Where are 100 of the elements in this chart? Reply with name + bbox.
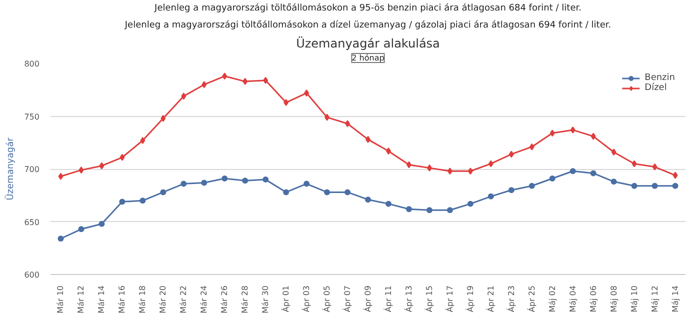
point: [58, 172, 64, 180]
point: [242, 78, 248, 85]
x-tick-label: Ápr 05: [322, 286, 332, 312]
text: 2 hónap: [352, 54, 384, 62]
point: [119, 198, 126, 205]
point: [365, 196, 371, 203]
point: [284, 99, 289, 106]
x-tick-label: Már 18: [138, 285, 148, 314]
x-tick-label: Már 20: [158, 285, 168, 314]
y-axis-title: Üzemanyagár: [4, 137, 16, 200]
point: [447, 168, 452, 175]
point: [467, 200, 474, 207]
x-tick-label: Ápr 13: [403, 286, 414, 312]
point: [58, 236, 64, 242]
point: [488, 193, 494, 200]
x-tick-label: Ápr 11: [382, 286, 393, 312]
point: [344, 189, 351, 196]
point: [570, 168, 576, 174]
x-tick-label: Már 26: [220, 285, 230, 314]
x-tick-label: Ápr 25: [526, 286, 536, 312]
point: [180, 180, 187, 187]
point: [610, 178, 617, 185]
chart-title: Üzemanyagár alakulása: [296, 36, 440, 50]
x-tick-label: Máj 12: [650, 286, 660, 312]
x-tick-label: Ápr 09: [362, 286, 372, 312]
point: [242, 178, 248, 184]
point: [222, 176, 228, 182]
x-tick-label: Ápr 21: [485, 286, 496, 312]
point: [262, 176, 269, 183]
x-tick-label: Ápr 07: [342, 286, 352, 312]
x-tick-label: Máj 10: [630, 286, 639, 312]
point: [426, 164, 432, 172]
point: [304, 180, 310, 187]
y-tick-label: 800: [24, 60, 40, 68]
point: [78, 166, 84, 174]
x-tick-label: Ápr 15: [424, 286, 434, 312]
point: [283, 189, 290, 196]
point: [304, 90, 310, 97]
y-tick-label: 750: [24, 112, 40, 122]
text: Jelenleg a magyarországi töltőállomásokon a dízel üzemanyag / gázolaj piaci ára átlagosan 694 forint / liter.: [124, 20, 612, 30]
point: [508, 187, 514, 194]
x-tick-label: Már 14: [97, 285, 106, 314]
point: [528, 182, 535, 189]
point: [611, 148, 616, 156]
point: [426, 207, 432, 214]
point: [590, 132, 596, 140]
x-tick-label: Máj 08: [609, 286, 618, 312]
chart-subtitle: Jelenleg a magyarországi töltőállomásokon a 95-ös benzin piaci ára átlagosan 684 forint / liter.: [154, 2, 582, 14]
legend-label: Benzin: [644, 73, 675, 83]
y-tick-label: 650: [24, 218, 40, 227]
x-tick-label: Már 10: [56, 285, 66, 314]
x-tick-label: Máj 02: [548, 286, 557, 312]
x-tick-label: Már 22: [179, 285, 188, 314]
point: [550, 130, 555, 137]
point: [549, 176, 556, 182]
point: [468, 168, 473, 175]
legend-label: Dízel: [644, 83, 667, 93]
x-tick-label: Máj 14: [670, 286, 680, 312]
point: [488, 160, 494, 168]
point: [78, 226, 84, 232]
x-tick-label: Máj 04: [568, 286, 578, 312]
point: [202, 81, 207, 88]
point: [160, 189, 166, 196]
point: [406, 161, 412, 168]
x-tick-label: Ápr 03: [301, 286, 312, 312]
point: [406, 206, 412, 212]
x-tick-label: Már 30: [261, 285, 270, 314]
point: [181, 92, 186, 100]
point: [160, 114, 166, 122]
point: [345, 120, 350, 128]
x-tick-label: Máj 06: [588, 286, 598, 312]
x-tick-label: Ápr 17: [444, 286, 454, 312]
y-tick-label: 700: [24, 165, 40, 174]
point: [508, 150, 514, 158]
point: [570, 126, 576, 134]
point: [222, 72, 228, 80]
point: [652, 163, 658, 170]
x-tick-label: Már 24: [200, 285, 209, 314]
point: [140, 198, 146, 204]
point: [201, 180, 208, 186]
point: [99, 162, 104, 170]
point: [120, 154, 125, 161]
point: [385, 200, 392, 207]
point: [324, 189, 330, 196]
x-tick-label: Ápr 23: [506, 286, 516, 312]
point: [446, 207, 453, 214]
point: [98, 220, 105, 227]
x-tick-label: Már 12: [76, 285, 86, 314]
point: [529, 143, 534, 150]
point: [263, 76, 268, 84]
y-tick-label: 600: [24, 270, 40, 280]
x-tick-label: Már 16: [118, 285, 127, 314]
point: [631, 182, 638, 189]
point: [140, 137, 146, 144]
x-tick-label: Már 28: [240, 285, 250, 314]
point: [632, 160, 637, 168]
point: [386, 148, 391, 155]
point: [672, 182, 678, 189]
point: [590, 170, 596, 176]
x-tick-label: Ápr 19: [464, 286, 475, 312]
